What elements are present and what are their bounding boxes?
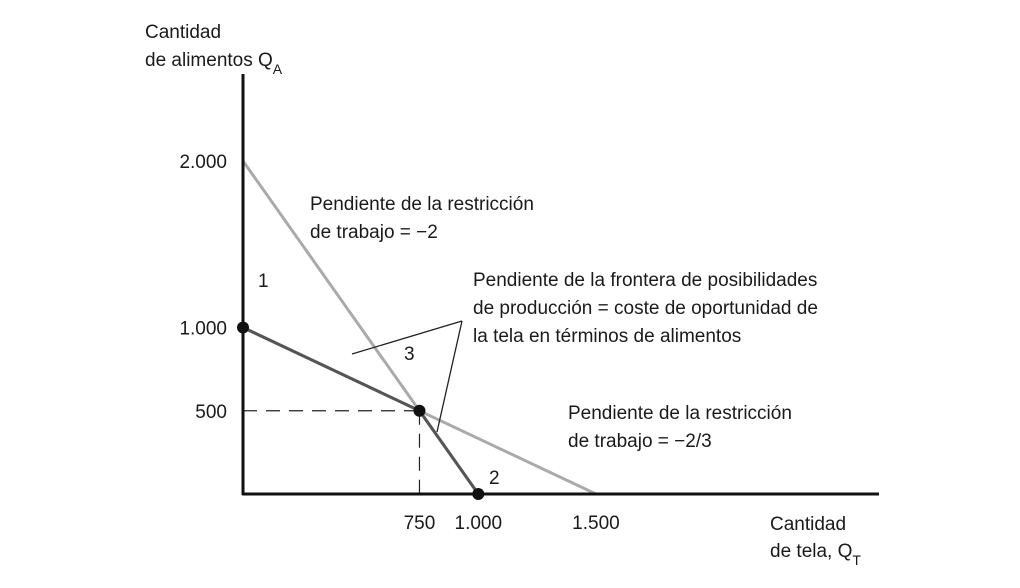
x-axis-title-line1: Cantidad <box>770 514 846 535</box>
point-marker <box>237 321 249 334</box>
annotation-text: de trabajo = −2 <box>310 222 438 243</box>
annotation-pointer-line <box>436 320 463 433</box>
annotation-pointer-line <box>351 320 463 355</box>
y-axis-title-line1: Cantidad <box>145 22 221 43</box>
x-tick-label: 1.000 <box>455 513 503 534</box>
point-label: 3 <box>404 344 415 365</box>
y-axis-title-line2: de alimentos QA <box>145 50 283 77</box>
annotation-text: Pendiente de la frontera de posibilidade… <box>473 270 817 291</box>
point-label: 1 <box>258 271 269 292</box>
annotation-text: de producción = coste de oportunidad de <box>473 298 818 319</box>
x-axis-title-line2: de tela, QT <box>770 541 861 568</box>
point-label: 2 <box>489 468 500 489</box>
x-tick-label: 750 <box>404 513 436 534</box>
y-tick-label: 500 <box>195 402 227 423</box>
point-marker <box>472 488 485 500</box>
annotation-text: la tela en términos de alimentos <box>473 326 741 347</box>
y-tick-label: 2.000 <box>179 152 227 173</box>
y-tick-label: 1.000 <box>179 319 227 340</box>
annotation-text: de trabajo = −2/3 <box>568 431 712 452</box>
annotation-text: Pendiente de la restricción <box>568 403 792 424</box>
annotation-text: Pendiente de la restricción <box>310 194 534 215</box>
x-tick-label: 1.500 <box>572 513 620 534</box>
point-marker <box>413 404 426 417</box>
